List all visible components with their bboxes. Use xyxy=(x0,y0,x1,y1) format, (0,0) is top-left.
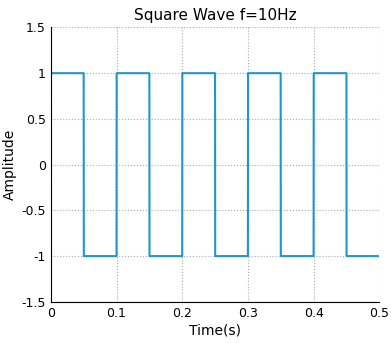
Y-axis label: Amplitude: Amplitude xyxy=(3,129,17,200)
X-axis label: Time(s): Time(s) xyxy=(189,324,241,338)
Title: Square Wave f=10Hz: Square Wave f=10Hz xyxy=(134,9,296,24)
